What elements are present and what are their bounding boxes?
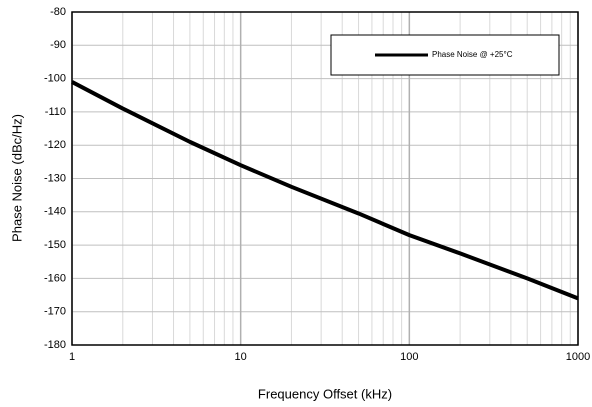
plot-frame xyxy=(71,11,579,346)
y-tick-label: -180 xyxy=(44,339,66,351)
y-tick-label: -160 xyxy=(44,272,66,284)
legend-box xyxy=(330,34,560,76)
data-line xyxy=(71,80,579,301)
x-tick-label: 1000 xyxy=(566,351,590,363)
legend-label: Phase Noise @ +25°C xyxy=(432,50,513,59)
y-tick-label: -170 xyxy=(44,306,66,318)
y-tick-label: -80 xyxy=(50,6,66,18)
y-tick-label: -90 xyxy=(50,39,66,51)
x-tick-label: 1 xyxy=(69,351,75,363)
x-axis-label: Frequency Offset (kHz) xyxy=(258,386,392,401)
x-tick-label: 100 xyxy=(400,351,418,363)
y-tick-label: -120 xyxy=(44,139,66,151)
y-tick-label: -140 xyxy=(44,206,66,218)
y-tick-label: -110 xyxy=(45,106,66,118)
y-tick-label: -150 xyxy=(44,239,66,251)
y-axis-label: Phase Noise (dBc/Hz) xyxy=(9,114,24,242)
x-tick-label: 10 xyxy=(235,351,247,363)
y-tick-label: -130 xyxy=(44,172,66,184)
y-tick-label: -100 xyxy=(44,73,66,85)
